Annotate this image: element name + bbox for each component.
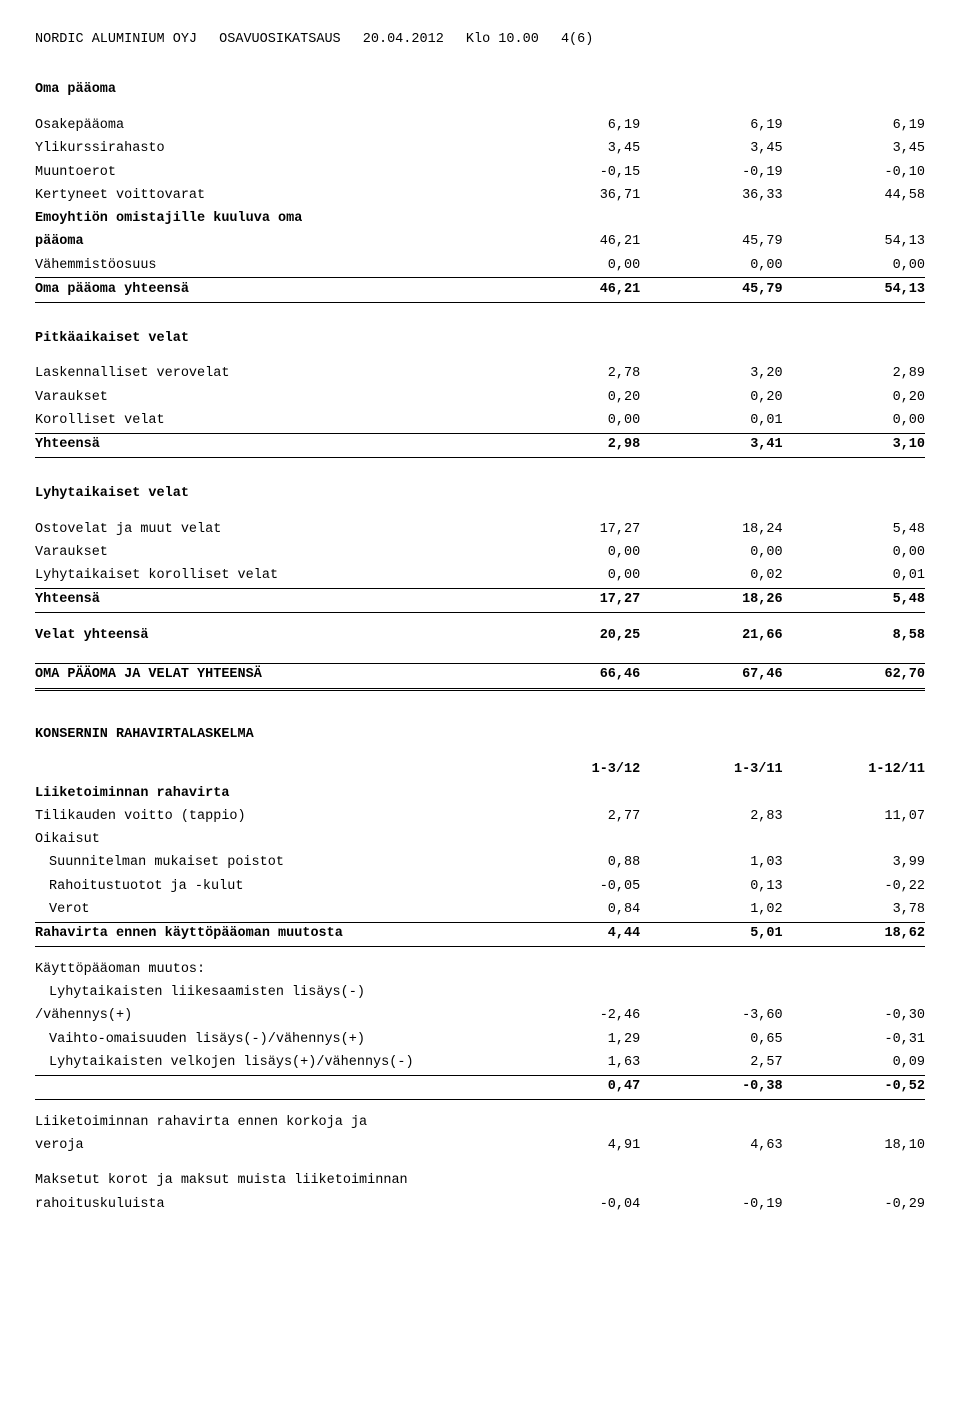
table-row: Kertyneet voittovarat36,7136,3344,58 [35,184,925,207]
liabilities-total-row: Velat yhteensä20,2521,668,58 [35,625,925,648]
parent-equity-header: Emoyhtiön omistajille kuuluva oma [35,208,925,231]
table-row: Lyhytaikaisten velkojen lisäys(+)/vähenn… [35,1051,925,1075]
short-term-liab-title: Lyhytaikaiset velat [35,484,925,504]
report-date: 20.04.2012 [363,32,444,47]
table-row: Suunnitelman mukaiset poistot0,881,033,9… [35,852,925,875]
long-term-total-row: Yhteensä2,983,413,10 [35,433,925,457]
op-cashflow-before-label: Liiketoiminnan rahavirta ennen korkoja j… [35,1111,925,1134]
long-term-liab-table: Laskennalliset verovelat2,783,202,89 Var… [35,363,925,458]
operating-activities-header: Liiketoiminnan rahavirta [35,782,925,805]
long-term-liab-title: Pitkäaikaiset velat [35,329,925,349]
report-type: OSAVUOSIKATSAUS [219,32,341,47]
company-name: NORDIC ALUMINIUM OYJ [35,32,197,47]
period-header-row: 1-3/121-3/111-12/11 [35,759,925,782]
page-header: NORDIC ALUMINIUM OYJ OSAVUOSIKATSAUS 20.… [35,30,925,50]
adjustments-header: Oikaisut [35,829,925,852]
minority-row: Vähemmistöosuus0,000,000,00 [35,254,925,278]
equity-title: Oma pääoma [35,80,925,100]
interest-paid-label: Maksetut korot ja maksut muista liiketoi… [35,1170,925,1193]
equity-table: Osakepääoma6,196,196,19 Ylikurssirahasto… [35,115,925,303]
short-term-total-row: Yhteensä17,2718,265,48 [35,588,925,612]
table-row: Vaihto-omaisuuden lisäys(-)/vähennys(+)1… [35,1028,925,1051]
table-row: Muuntoerot-0,15-0,19-0,10 [35,161,925,184]
equity-liab-total-row: OMA PÄÄOMA JA VELAT YHTEENSÄ66,4667,4662… [35,663,925,689]
table-row: Varaukset0,000,000,00 [35,541,925,564]
cashflow-table: 1-3/121-3/111-12/11 Liiketoiminnan rahav… [35,759,925,1217]
table-row: Osakepääoma6,196,196,19 [35,115,925,138]
cashflow-before-wc-row: Rahavirta ennen käyttöpääoman muutosta4,… [35,922,925,946]
table-row: Laskennalliset verovelat2,783,202,89 [35,363,925,386]
parent-equity-row: pääoma46,2145,7954,13 [35,231,925,254]
table-row: Tilikauden voitto (tappio)2,772,8311,07 [35,805,925,828]
table-row: Ostovelat ja muut velat17,2718,245,48 [35,518,925,541]
table-row: Verot0,841,023,78 [35,898,925,922]
cashflow-title: KONSERNIN RAHAVIRTALASKELMA [35,725,925,745]
equity-total-row: Oma pääoma yhteensä46,2145,7954,13 [35,278,925,302]
table-row: Lyhytaikaiset korolliset velat0,000,020,… [35,565,925,589]
wc-receivables-label: Lyhytaikaisten liikesaamisten lisäys(-) [35,982,925,1005]
short-term-liab-table: Ostovelat ja muut velat17,2718,245,48 Va… [35,518,925,691]
op-cashflow-before-row: veroja4,914,6318,10 [35,1135,925,1158]
wc-receivables-row: /vähennys(+)-2,46-3,60-0,30 [35,1005,925,1028]
wc-change-header: Käyttöpääoman muutos: [35,958,925,981]
interest-paid-row: rahoituskuluista-0,04-0,19-0,29 [35,1193,925,1216]
table-row: Ylikurssirahasto3,453,453,45 [35,138,925,161]
wc-total-row: 0,47-0,38-0,52 [35,1075,925,1099]
table-row: Varaukset0,200,200,20 [35,386,925,409]
report-time: Klo 10.00 [466,32,539,47]
table-row: Rahoitustuotot ja -kulut-0,050,13-0,22 [35,875,925,898]
table-row: Korolliset velat0,000,010,00 [35,409,925,433]
page-number: 4(6) [561,32,593,47]
